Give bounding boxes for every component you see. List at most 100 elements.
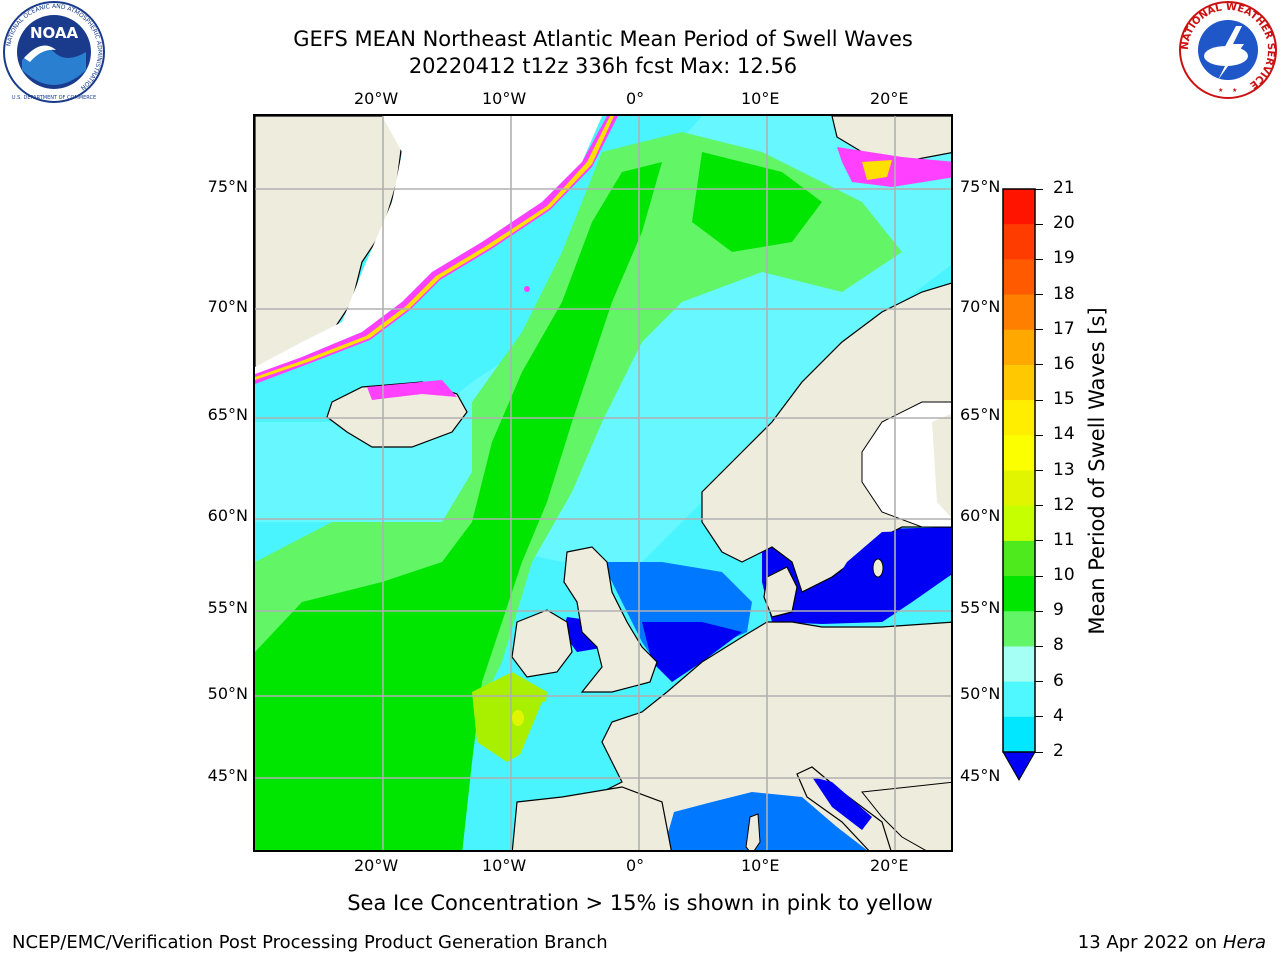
svg-text:★: ★ <box>1218 87 1223 94</box>
colorbar-swatch <box>1003 294 1035 331</box>
lat-label-left: 65°N <box>207 405 248 424</box>
colorbar-tick-mark <box>1035 751 1043 753</box>
nws-logo: NATIONAL WEATHER SERVICE ★ ★ <box>1179 1 1277 99</box>
lon-label-top: 10°E <box>741 89 780 108</box>
colorbar-tick-label: 2 <box>1053 741 1064 761</box>
svg-text:★: ★ <box>1232 87 1237 94</box>
corsica-island <box>745 813 761 850</box>
colorbar-tick-label: 11 <box>1053 529 1075 550</box>
north-sea-darkblue <box>642 622 742 682</box>
lat-label-left: 70°N <box>207 297 248 316</box>
colorbar-tick-mark <box>1035 540 1043 542</box>
colorbar-tick-mark <box>1035 505 1043 507</box>
colorbar-swatch <box>1003 400 1035 436</box>
colorbar-swatch <box>1003 611 1035 647</box>
colorbar-tick-label: 12 <box>1053 494 1075 515</box>
noaa-bottom-text: U.S. DEPARTMENT OF COMMERCE <box>12 95 96 101</box>
adriatic-water <box>812 777 872 830</box>
colorbar-tick-mark <box>1035 188 1043 190</box>
colorbar-tick-label: 17 <box>1053 318 1075 339</box>
colorbar-tick-label: 18 <box>1053 283 1075 304</box>
swell-period-map <box>255 116 951 850</box>
colorbar-swatch <box>1003 576 1035 612</box>
lat-label-right: 50°N <box>960 684 1001 703</box>
colorbar-tick-mark <box>1035 470 1043 471</box>
colorbar-swatch <box>1003 189 1035 225</box>
page-title: GEFS MEAN Northeast Atlantic Mean Period… <box>293 27 913 51</box>
colorbar-swatch <box>1003 540 1035 577</box>
lat-label-left: 45°N <box>207 766 248 785</box>
lon-label-top: 0° <box>626 89 645 108</box>
colorbar-tick-label: 20 <box>1053 213 1075 234</box>
lon-label-bottom: 0° <box>626 856 645 875</box>
colorbar-tick-mark <box>1035 364 1043 366</box>
iceland-north-ice <box>367 380 457 400</box>
colorbar-swatch <box>1003 435 1035 471</box>
lat-label-left: 75°N <box>207 177 248 196</box>
lon-label-top: 20°E <box>870 89 909 108</box>
gotland-island <box>872 558 884 578</box>
colorbar-tick-mark <box>1035 399 1043 401</box>
lat-label-right: 45°N <box>960 766 1001 785</box>
colorbar-swatch <box>1003 364 1035 401</box>
credit-host: Hera <box>1222 932 1266 953</box>
lat-label-left: 55°N <box>207 598 248 617</box>
lat-label-right: 75°N <box>960 177 1001 196</box>
biscay-cyan <box>517 692 622 802</box>
max-period-spot <box>512 710 524 726</box>
colorbar-swatch <box>1003 646 1035 683</box>
lat-label-right: 60°N <box>960 506 1001 525</box>
ireland-land <box>511 609 573 678</box>
colorbar-tick-mark <box>1035 610 1043 612</box>
colorbar-swatch <box>1003 681 1035 718</box>
colorbar-tick-mark <box>1035 716 1043 718</box>
colorbar-swatch <box>1003 224 1035 260</box>
colorbar <box>1002 188 1036 782</box>
denmark-land <box>763 566 798 618</box>
lon-label-bottom: 10°W <box>482 856 527 875</box>
svalbard-ice-yellow <box>862 160 892 180</box>
green-zone <box>255 162 662 850</box>
lat-label-left: 50°N <box>207 684 248 703</box>
lon-label-bottom: 20°E <box>870 856 909 875</box>
colorbar-swatch <box>1003 470 1035 507</box>
lat-label-right: 70°N <box>960 297 1001 316</box>
colorbar-tick-mark <box>1035 575 1043 577</box>
iberia-land <box>511 786 672 850</box>
colorbar-tick-mark <box>1035 223 1043 225</box>
colorbar-swatches <box>1003 189 1035 753</box>
credit-date: 13 Apr 2022 on Hera <box>1077 932 1266 953</box>
colorbar-swatch <box>1003 329 1035 366</box>
lon-label-bottom: 10°E <box>741 856 780 875</box>
finland-land <box>932 413 951 518</box>
colorbar-tick-mark <box>1035 434 1043 436</box>
colorbar-tick-mark <box>1035 681 1043 683</box>
map-panel <box>253 114 953 852</box>
colorbar-swatch <box>1003 259 1035 296</box>
lon-label-top: 20°W <box>354 89 399 108</box>
colorbar-tick-mark <box>1035 645 1043 647</box>
lon-label-top: 10°W <box>482 89 527 108</box>
colorbar-tick-label: 8 <box>1053 635 1064 656</box>
colorbar-tick-mark <box>1035 294 1043 296</box>
iceland-land <box>326 381 468 448</box>
lat-label-left: 60°N <box>207 506 248 525</box>
colorbar-tick-label: 6 <box>1053 670 1064 691</box>
svalbard-ice <box>837 147 951 187</box>
credit-branch: NCEP/EMC/Verification Post Processing Pr… <box>12 932 608 953</box>
baltic-sea-upper <box>822 530 951 622</box>
colorbar-tick-label: 9 <box>1053 600 1064 621</box>
jan-mayen <box>524 286 530 292</box>
graticule <box>255 116 951 850</box>
colorbar-label: Mean Period of Swell Waves [s] <box>1085 307 1109 635</box>
colorbar-tick-label: 16 <box>1053 353 1075 374</box>
colorbar-tick-mark <box>1035 329 1043 331</box>
green-zone-north <box>692 152 822 252</box>
page-subtitle: 20220412 t12z 336h fcst Max: 12.56 <box>408 54 798 78</box>
colorbar-tick-label: 15 <box>1053 389 1075 410</box>
lat-label-right: 55°N <box>960 598 1001 617</box>
colorbar-tick-label: 19 <box>1053 248 1075 269</box>
noaa-logo: NATIONAL OCEANIC AND ATMOSPHERIC ADMINIS… <box>3 1 105 103</box>
balkans-land <box>861 781 951 850</box>
colorbar-swatch <box>1003 505 1035 542</box>
